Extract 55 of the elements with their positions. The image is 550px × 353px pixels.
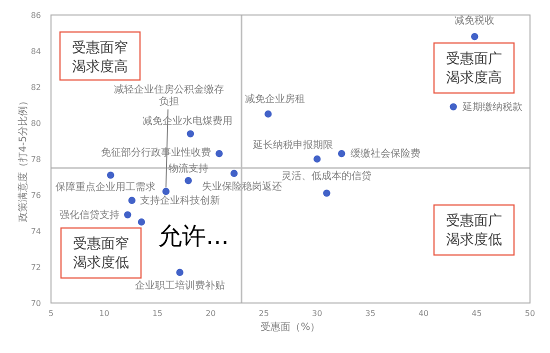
annotation: 延期缴纳税款	[461, 100, 522, 113]
annotation: 保障重点企业用工需求	[56, 181, 156, 194]
x-tick-label: 15	[152, 309, 163, 318]
x-axis-title: 受惠面（%）	[260, 321, 320, 333]
point	[216, 150, 223, 158]
point	[471, 33, 478, 40]
annotation: 缓缴社会保险费	[350, 148, 421, 160]
point	[107, 172, 114, 179]
point	[323, 190, 330, 197]
x-tick-label: 40	[418, 309, 429, 318]
annotation: 失业保险稳岗返还	[202, 180, 282, 192]
y-tick-label: 74	[30, 227, 41, 236]
x-tick-label: 45	[472, 309, 482, 318]
annotation: 支持企业科技创新	[140, 194, 220, 206]
point	[124, 211, 132, 218]
point	[450, 103, 457, 110]
annotation: 减免企业房租	[245, 93, 306, 105]
annotation: 受惠面窄渴求度低	[73, 236, 129, 271]
point	[314, 155, 321, 163]
y-tick-label: 86	[30, 11, 41, 20]
annotation: 灵活、低成本的信贷	[282, 170, 372, 182]
y-tick-label: 76	[30, 191, 41, 200]
annotation: 受惠面广渴求度低	[446, 213, 502, 248]
x-tick-label: 20	[206, 309, 216, 318]
y-tick-label: 78	[30, 155, 41, 164]
annotation: 物流支持	[168, 162, 208, 175]
point	[184, 177, 192, 184]
x-tick-label: 30	[312, 309, 322, 318]
y-tick-label: 72	[30, 263, 41, 272]
annotation: 减免税收	[454, 14, 495, 27]
y-axis-title: 政策满意度（打4-5分比例）	[17, 96, 29, 222]
y-tick-label: 82	[30, 83, 41, 92]
y-tick-label: 84	[30, 47, 41, 56]
x-tick-label: 5	[48, 309, 54, 318]
annotation: 企业职工培训费补贴	[134, 279, 225, 292]
point	[176, 268, 184, 276]
point	[186, 130, 194, 138]
annotation: 允许...	[158, 222, 229, 250]
y-tick-label: 70	[30, 299, 41, 308]
annotation: 强化信贷支持	[60, 208, 120, 221]
x-tick-label: 35	[365, 309, 376, 318]
point	[264, 110, 272, 118]
point	[162, 188, 170, 195]
annotation: 减轻企业住房公积金缴存负担	[114, 83, 224, 108]
point	[138, 218, 146, 226]
x-tick-label: 25	[258, 309, 269, 318]
point	[128, 196, 136, 204]
x-tick-label: 50	[524, 309, 536, 318]
y-tick-label: 80	[30, 119, 41, 128]
annotation: 延长纳税申报期限	[252, 139, 334, 151]
annotation: 受惠面广渴求度高	[446, 51, 502, 86]
point	[230, 170, 238, 177]
x-tick-label: 10	[99, 309, 110, 318]
annotation: 受惠面窄渴求度高	[72, 40, 128, 75]
point	[338, 150, 346, 158]
